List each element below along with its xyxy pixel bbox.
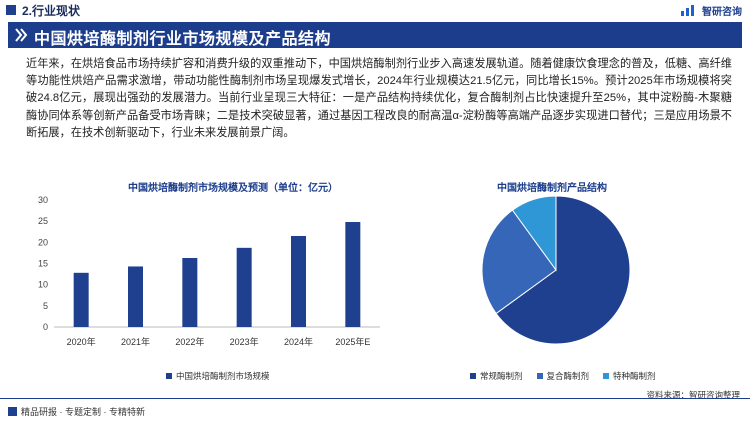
pie-chart-legend: 常规酶制剂 复合酶制剂 特种酶制剂 xyxy=(470,370,670,382)
pie-chart-title: 中国烘培酶制剂产品结构 xyxy=(497,183,607,194)
section-title: 2.行业现状 xyxy=(22,4,81,18)
footer-tagline: 精品研报 · 专题定制 · 专精特新 xyxy=(8,405,145,418)
y-tick-label: 25 xyxy=(38,216,48,226)
double-chevron-icon xyxy=(15,28,28,42)
legend-swatch xyxy=(166,373,172,379)
legend-label: 特种酶制剂 xyxy=(613,371,656,381)
pie-slice xyxy=(511,195,557,272)
pie-slice xyxy=(495,195,631,345)
bar-chart-title: 中国烘培酶制剂市场规模及预测（单位：亿元） xyxy=(128,183,338,194)
x-tick-label: 2021年 xyxy=(121,336,150,347)
section-marker-icon xyxy=(6,5,16,15)
banner-title: 中国烘培酶制剂行业市场规模及产品结构 xyxy=(34,31,332,48)
y-tick-label: 15 xyxy=(38,259,48,269)
footer-marker-icon xyxy=(8,407,17,416)
bar xyxy=(236,247,252,327)
pie-chart xyxy=(481,195,631,345)
legend-swatch xyxy=(603,373,610,379)
x-tick-label: 2025年E xyxy=(335,336,370,347)
footer-divider xyxy=(0,398,750,399)
source-note: 资料来源：智研咨询整理 xyxy=(646,390,740,400)
y-tick-label: 0 xyxy=(43,322,48,332)
top-bar: 2.行业现状 智研咨询 xyxy=(0,0,750,20)
x-tick-label: 2020年 xyxy=(67,336,96,347)
legend-swatch xyxy=(470,373,476,379)
bar xyxy=(73,272,89,327)
y-tick-label: 5 xyxy=(43,301,48,311)
bar xyxy=(182,257,198,327)
legend-swatch xyxy=(536,373,543,379)
x-tick-label: 2022年 xyxy=(175,336,204,347)
y-tick-label: 10 xyxy=(38,280,48,290)
pie-slice xyxy=(481,209,557,315)
logo-text: 智研咨询 xyxy=(702,6,742,18)
intro-paragraph: 近年来，在烘焙食品市场持续扩容和消费升级的双重推动下，中国烘焙酶制剂行业步入高速… xyxy=(26,58,732,139)
x-tick-label: 2023年 xyxy=(230,336,259,347)
legend-label: 常规酶制剂 xyxy=(480,371,523,381)
bar-chart-legend: 中国烘培酶制剂市场规模 xyxy=(166,370,284,382)
logo: 智研咨询 xyxy=(681,3,742,18)
legend-label: 复合酶制剂 xyxy=(546,371,590,381)
logo-bars-icon xyxy=(681,4,699,16)
x-tick-label: 2024年 xyxy=(284,336,313,347)
legend-item-regular: 常规酶制剂 xyxy=(470,370,523,382)
bar-chart: 0 5 10 15 20 25 30 2020年 2021年 2022年 2023年 2024年 202… xyxy=(38,195,380,347)
bar xyxy=(128,266,143,327)
y-tick-label: 30 xyxy=(38,195,48,205)
footer-text: 精品研报 · 专题定制 · 专精特新 xyxy=(21,407,145,417)
legend-item-special: 特种酶制剂 xyxy=(603,370,656,382)
legend-label: 中国烘培酶制剂市场规模 xyxy=(176,371,270,381)
legend-item-market-size: 中国烘培酶制剂市场规模 xyxy=(166,370,270,382)
bar xyxy=(345,222,361,327)
legend-item-compound: 复合酶制剂 xyxy=(536,370,590,382)
title-banner: 中国烘培酶制剂行业市场规模及产品结构 xyxy=(8,22,742,48)
bar xyxy=(291,235,306,327)
y-tick-label: 20 xyxy=(38,237,48,247)
